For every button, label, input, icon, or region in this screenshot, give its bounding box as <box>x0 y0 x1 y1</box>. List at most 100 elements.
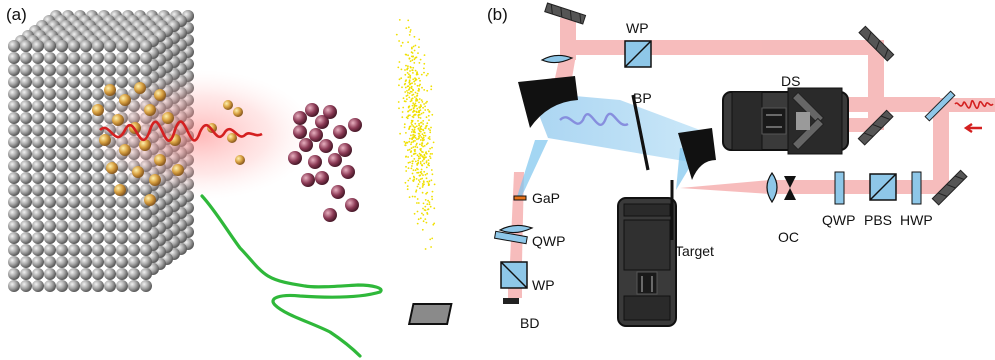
scatter-dot <box>425 74 428 77</box>
scatter-dot <box>407 149 409 152</box>
scatter-dot <box>429 157 432 160</box>
scatter-dot <box>418 88 420 91</box>
qwp-left-plate <box>493 230 528 245</box>
scatter-dot <box>428 138 431 141</box>
lattice-atom <box>116 220 128 232</box>
scatter-dot <box>403 140 406 143</box>
scatter-dot <box>414 169 417 172</box>
scatter-dot <box>422 214 425 216</box>
lattice-atom <box>80 208 92 220</box>
scatter-dot <box>410 141 413 144</box>
scatter-dot <box>425 116 428 119</box>
excited-atom <box>235 155 245 165</box>
scatter-dot <box>411 165 413 167</box>
electron <box>323 105 337 119</box>
scatter-dot <box>428 203 431 206</box>
scatter-dot <box>416 164 419 166</box>
panel-a-label: (a) <box>6 5 27 24</box>
lattice-atom <box>56 100 68 112</box>
lens-top-left <box>540 54 574 64</box>
scatter-dot <box>424 109 427 111</box>
lattice-atom <box>20 124 32 136</box>
lattice-atom <box>44 136 56 148</box>
lattice-atom <box>80 172 92 184</box>
scatter-dot <box>409 114 411 117</box>
lattice-atom <box>44 76 56 88</box>
scatter-dot <box>423 89 426 91</box>
lattice-atom <box>140 244 152 256</box>
scatter-dot <box>431 146 433 149</box>
lattice-atom <box>140 268 152 280</box>
lattice-atom <box>104 256 116 268</box>
scatter-dot <box>426 191 429 194</box>
lattice-atom <box>68 124 80 136</box>
electron <box>309 128 323 142</box>
scatter-dot <box>418 62 421 64</box>
emitted-waveform <box>99 120 263 142</box>
lattice-atom <box>140 208 152 220</box>
scatter-dot <box>419 109 422 111</box>
scatter-dot <box>431 173 434 176</box>
scatter-dot <box>429 147 431 150</box>
scatter-dot <box>419 117 422 119</box>
lattice-atom <box>44 232 56 244</box>
scatter-dot <box>411 172 414 175</box>
scatter-dot <box>421 137 424 140</box>
excited-atom <box>149 174 161 186</box>
lattice-atom <box>20 148 32 160</box>
lattice-atom <box>128 40 140 52</box>
scatter-dot <box>409 151 412 154</box>
scatter-dot <box>413 128 416 131</box>
scatter-dot <box>411 138 413 141</box>
scatter-dot <box>403 123 406 126</box>
scatter-dot <box>410 99 413 102</box>
excited-atom <box>154 89 166 101</box>
electron <box>341 165 355 179</box>
lattice-atom <box>20 76 32 88</box>
scatter-dot <box>413 158 416 160</box>
scatter-dot <box>412 116 415 119</box>
scatter-dot <box>407 26 410 29</box>
lattice-atom <box>44 184 56 196</box>
scatter-dot <box>417 120 419 122</box>
electron <box>315 171 329 185</box>
scatter-dot <box>433 207 436 210</box>
excited-atom <box>134 82 146 94</box>
label-wp-top: WP <box>626 20 649 36</box>
excited-atom <box>154 154 166 166</box>
scatter-dot <box>407 156 409 158</box>
lattice-atom <box>20 220 32 232</box>
excited-atom <box>112 114 124 126</box>
pbs-diagonal <box>869 173 897 201</box>
scatter-dot <box>418 84 421 87</box>
excited-atom <box>92 104 104 116</box>
lattice-atom <box>8 136 20 148</box>
scatter-dot <box>418 106 421 109</box>
scatter-dot <box>410 87 413 90</box>
lattice-atom <box>44 196 56 208</box>
scatter-dot <box>416 202 418 204</box>
lattice-atom <box>104 244 116 256</box>
lattice-atom <box>92 88 104 100</box>
scatter-dot <box>416 222 419 225</box>
lattice-atom <box>128 220 140 232</box>
scatter-dot <box>416 210 419 213</box>
lattice-atom <box>80 280 92 292</box>
scatter-dot <box>404 86 407 89</box>
lattice-atom <box>68 268 80 280</box>
lattice-atom <box>92 220 104 232</box>
scatter-dot <box>420 128 423 131</box>
lattice-atom <box>80 220 92 232</box>
lattice-atom <box>32 88 44 100</box>
scatter-dot <box>413 35 416 38</box>
scatter-dot <box>411 97 414 100</box>
lattice-atom <box>92 268 104 280</box>
scatter-dot <box>411 82 413 84</box>
scatter-dot <box>425 124 428 127</box>
scatter-dot <box>417 202 420 204</box>
waveplate-left-diagonal <box>500 261 528 289</box>
scatter-dot <box>415 110 418 113</box>
scatter-dot <box>408 96 411 99</box>
beam-focus-cone <box>680 180 770 194</box>
electron <box>293 111 307 125</box>
